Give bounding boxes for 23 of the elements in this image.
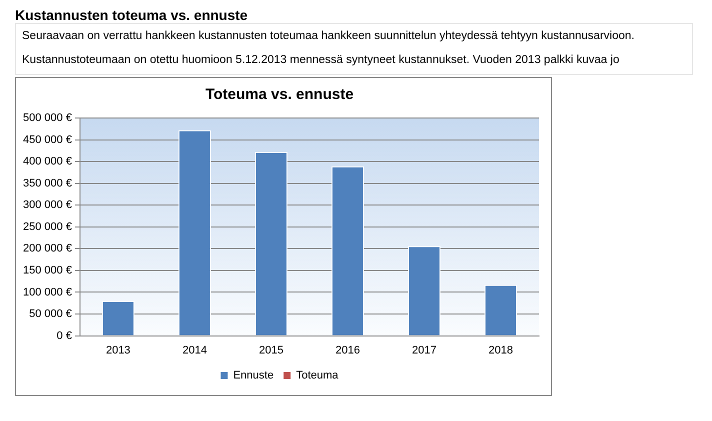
y-tick-label: 150 000 € <box>23 264 72 276</box>
y-tick-label: 50 000 € <box>29 308 72 320</box>
y-tick-label: 350 000 € <box>23 177 72 190</box>
x-tick-label: 2017 <box>412 344 436 356</box>
text: Kustannustoteumaan on otettu huomioon 5.12.2013 mennessä syntyneet kustannukset. Vuoden 2013 palkki kuvaa jo <box>22 53 620 67</box>
x-tick-label: 2015 <box>258 344 284 356</box>
y-tick-label: 0 € <box>56 330 72 342</box>
legend-label: Toteuma <box>296 370 340 382</box>
chart-title: Toteuma vs. ennuste <box>205 86 354 104</box>
y-tick-label: 400 000 € <box>23 156 72 168</box>
x-tick-label: 2018 <box>488 344 513 356</box>
y-tick-label: 500 000 € <box>23 112 72 124</box>
x-tick-label: 2014 <box>182 344 207 356</box>
text: Seuraavaan on verrattu hankkeen kustannusten toteumaa hankkeen suunnittelun yhteydessä tehtyyn kustannusarvioon. <box>22 29 636 43</box>
x-tick-label: 2013 <box>106 344 130 356</box>
y-tick-label: 300 000 € <box>23 199 72 212</box>
legend-label: Ennuste <box>233 370 274 382</box>
x-tick-label: 2016 <box>335 344 360 356</box>
y-tick-label: 450 000 € <box>23 134 72 146</box>
text: Kustannusten toteuma vs. ennuste <box>15 7 249 23</box>
y-tick-label: 100 000 € <box>23 286 72 298</box>
y-tick-label: 250 000 € <box>23 220 72 233</box>
y-tick-label: 200 000 € <box>23 242 72 255</box>
